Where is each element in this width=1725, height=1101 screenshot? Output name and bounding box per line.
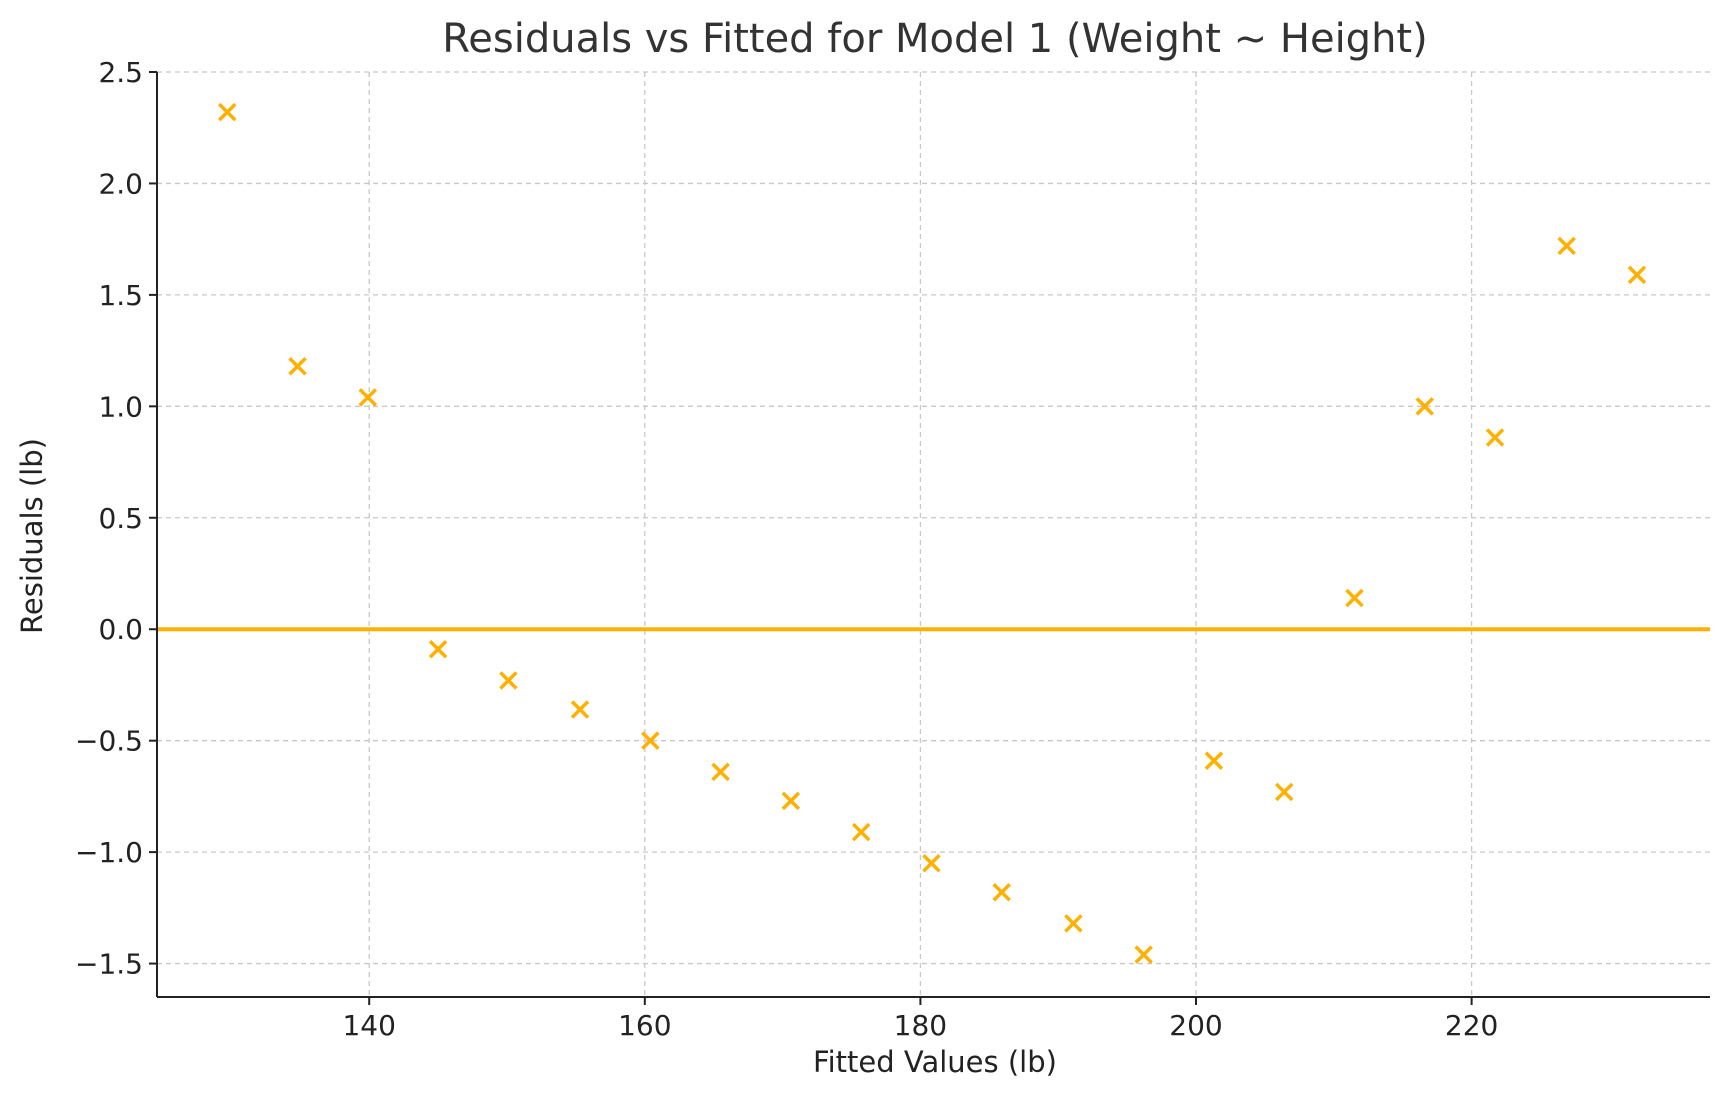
data-point (711, 762, 730, 782)
x-tick-label: 140 (342, 1009, 395, 1042)
data-point (1345, 588, 1364, 608)
x-tick-label: 220 (1445, 1009, 1498, 1042)
data-point (1064, 914, 1083, 933)
data-point (1415, 397, 1434, 416)
y-tick-label: −1.0 (75, 836, 143, 869)
x-tick-label: 200 (1169, 1009, 1222, 1042)
data-point (499, 671, 518, 690)
data-point (1274, 782, 1294, 802)
y-tick-label: 1.5 (98, 279, 143, 312)
data-points (218, 102, 1647, 964)
data-point (781, 791, 801, 811)
x-tick-label: 160 (618, 1009, 671, 1042)
data-point (288, 356, 307, 376)
tick-labels: 140 160 180 200 220 2.5 2.0 1.5 1.0 0.5 0.0 −0.5 −1.… (75, 56, 1498, 1042)
y-tick-label: 1.0 (98, 390, 143, 423)
data-point (218, 102, 237, 122)
data-point (1485, 428, 1505, 447)
data-point (922, 854, 941, 873)
data-point (428, 640, 448, 659)
y-tick-label: 0.5 (98, 502, 143, 535)
y-axis-label: Residuals (lb) (15, 438, 49, 634)
data-point (641, 731, 660, 750)
data-point (1627, 265, 1647, 285)
grid-lines (157, 71, 1710, 997)
y-tick-label: −0.5 (75, 725, 143, 758)
x-tick-label: 180 (894, 1009, 947, 1042)
y-tick-label: −1.5 (75, 948, 143, 981)
data-point (992, 883, 1011, 902)
data-point (570, 700, 590, 719)
data-point (1557, 236, 1576, 256)
y-tick-label: 0.0 (98, 613, 143, 646)
data-point (358, 388, 378, 407)
y-tick-label: 2.5 (98, 56, 143, 89)
axes (149, 71, 1710, 1005)
y-tick-label: 2.0 (98, 167, 143, 200)
data-point (851, 822, 871, 842)
x-axis-label: Fitted Values (lb) (813, 1045, 1057, 1079)
data-point (1204, 751, 1224, 770)
data-point (1134, 945, 1153, 964)
chart-title: Residuals vs Fitted for Model 1 (Weight … (442, 16, 1427, 62)
